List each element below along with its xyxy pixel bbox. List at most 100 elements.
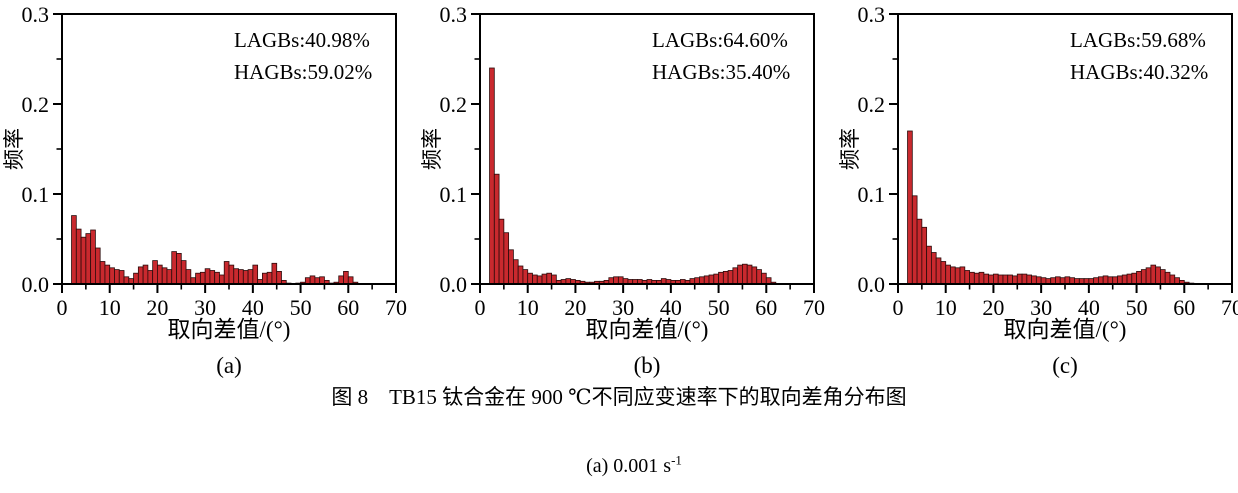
x-tick-label: 60: [1173, 295, 1195, 320]
histogram-bar: [746, 264, 753, 285]
histogram-bar: [536, 275, 543, 285]
histogram-bar: [761, 272, 767, 285]
histogram-bar: [1164, 271, 1171, 285]
histogram-bar: [1002, 274, 1009, 285]
histogram-bar: [508, 249, 514, 285]
histogram-bar: [541, 273, 548, 285]
x-tick-label: 30: [194, 295, 216, 320]
histogram-bar: [85, 233, 92, 285]
histogram-bar: [238, 269, 244, 285]
histogram-bar: [1031, 275, 1037, 285]
histogram-bar: [713, 273, 719, 285]
histogram-bar: [546, 272, 552, 285]
panel-label: (b): [634, 353, 661, 378]
histogram-bar: [1097, 276, 1104, 285]
histogram-bar: [718, 271, 724, 285]
histogram-bar: [517, 265, 524, 285]
histogram-bar: [926, 245, 932, 285]
histogram-bar: [993, 273, 999, 285]
histogram-bar: [1155, 266, 1161, 285]
y-tick-label: 0.1: [22, 182, 50, 207]
histogram-bar: [347, 276, 354, 285]
x-tick-label: 20: [982, 295, 1004, 320]
histogram-bar: [532, 274, 538, 285]
histogram-bar: [185, 269, 192, 285]
histogram-bar: [997, 274, 1004, 285]
histogram-bar: [118, 270, 125, 285]
histogram-bar: [513, 259, 519, 285]
histogram-bar: [75, 228, 82, 285]
histogram-bar: [978, 271, 985, 285]
histogram-bar: [71, 215, 77, 285]
histogram-bar: [503, 232, 510, 285]
histogram-bar: [727, 270, 734, 285]
histogram-bar: [1064, 276, 1071, 285]
histogram-bar: [209, 270, 216, 285]
plot-frame: [61, 13, 397, 285]
x-tick-label: 20: [564, 295, 586, 320]
plot-frame: [897, 13, 1233, 285]
histogram-bar: [104, 264, 111, 285]
histogram-bar: [950, 266, 956, 285]
histogram-bar: [1160, 269, 1166, 285]
panel-label: (a): [216, 353, 242, 378]
histogram-bar: [522, 269, 529, 285]
histogram-bar: [247, 269, 254, 285]
histogram-bar: [722, 270, 729, 285]
histogram-bar: [551, 274, 557, 285]
histogram-bar: [309, 275, 316, 285]
histogram-bar: [147, 270, 154, 285]
histogram-bar: [219, 274, 225, 285]
histogram-bar: [1016, 273, 1023, 285]
histogram-bar: [1026, 274, 1033, 285]
figure-captions: 图 8 TB15 钛合金在 900 ℃不同应变速率下的取向差角分布图 (a) 0…: [0, 382, 1238, 493]
histogram-bars: [71, 215, 359, 285]
histogram-bar: [1140, 269, 1147, 285]
x-axis-label: 取向差值/(°): [168, 317, 291, 342]
histogram-bar: [166, 269, 173, 285]
x-tick-label: 10: [935, 295, 957, 320]
histogram-bar: [152, 260, 158, 285]
histogram-bar: [983, 273, 990, 285]
histogram-bar: [973, 272, 980, 285]
y-tick-label: 0.2: [440, 92, 468, 117]
y-tick-label: 0.2: [22, 92, 50, 117]
histogram-bar: [1107, 276, 1114, 285]
histogram-panels-row: 0 10 20 30 40 50 60 70 0.0 0.1 0.2 0.3 频率 取向差值/(°) (a)…: [2, 2, 1238, 378]
histogram-bar: [964, 270, 970, 285]
x-tick-label: 0: [57, 295, 68, 320]
x-tick-label: 50: [290, 295, 312, 320]
x-axis-label: 取向差值/(°): [1004, 317, 1127, 342]
histogram-bar: [699, 276, 705, 285]
histogram-bar: [142, 264, 149, 285]
histogram-bar: [80, 236, 87, 285]
hagbs-annotation: HAGBs:35.40%: [652, 60, 790, 84]
histogram-bar: [1121, 274, 1128, 285]
x-tick-label: 50: [708, 295, 730, 320]
histogram-bar: [732, 267, 739, 285]
histogram-bar: [233, 268, 239, 285]
histogram-bar: [708, 274, 715, 285]
histogram-bar: [940, 261, 947, 285]
y-tick-label: 0.3: [858, 2, 886, 27]
hagbs-annotation: HAGBs:59.02%: [234, 60, 372, 84]
strain-rate-item-a: (a) 0.001 s-1: [586, 452, 682, 477]
x-tick-label: 70: [385, 295, 407, 320]
histogram-bar: [907, 130, 913, 285]
histogram-bar: [319, 276, 325, 285]
histogram-bar: [911, 195, 918, 285]
y-axis-label: 频率: [838, 128, 862, 170]
histogram-bar: [242, 270, 249, 285]
histogram-bar: [171, 251, 177, 285]
x-tick-label: 40: [1078, 295, 1100, 320]
histogram-bars: [489, 67, 777, 285]
x-tick-label: 10: [517, 295, 539, 320]
histogram-bar: [228, 264, 235, 285]
x-tick-label: 60: [755, 295, 777, 320]
histogram-bar: [959, 266, 966, 285]
histogram-bar: [737, 264, 743, 285]
